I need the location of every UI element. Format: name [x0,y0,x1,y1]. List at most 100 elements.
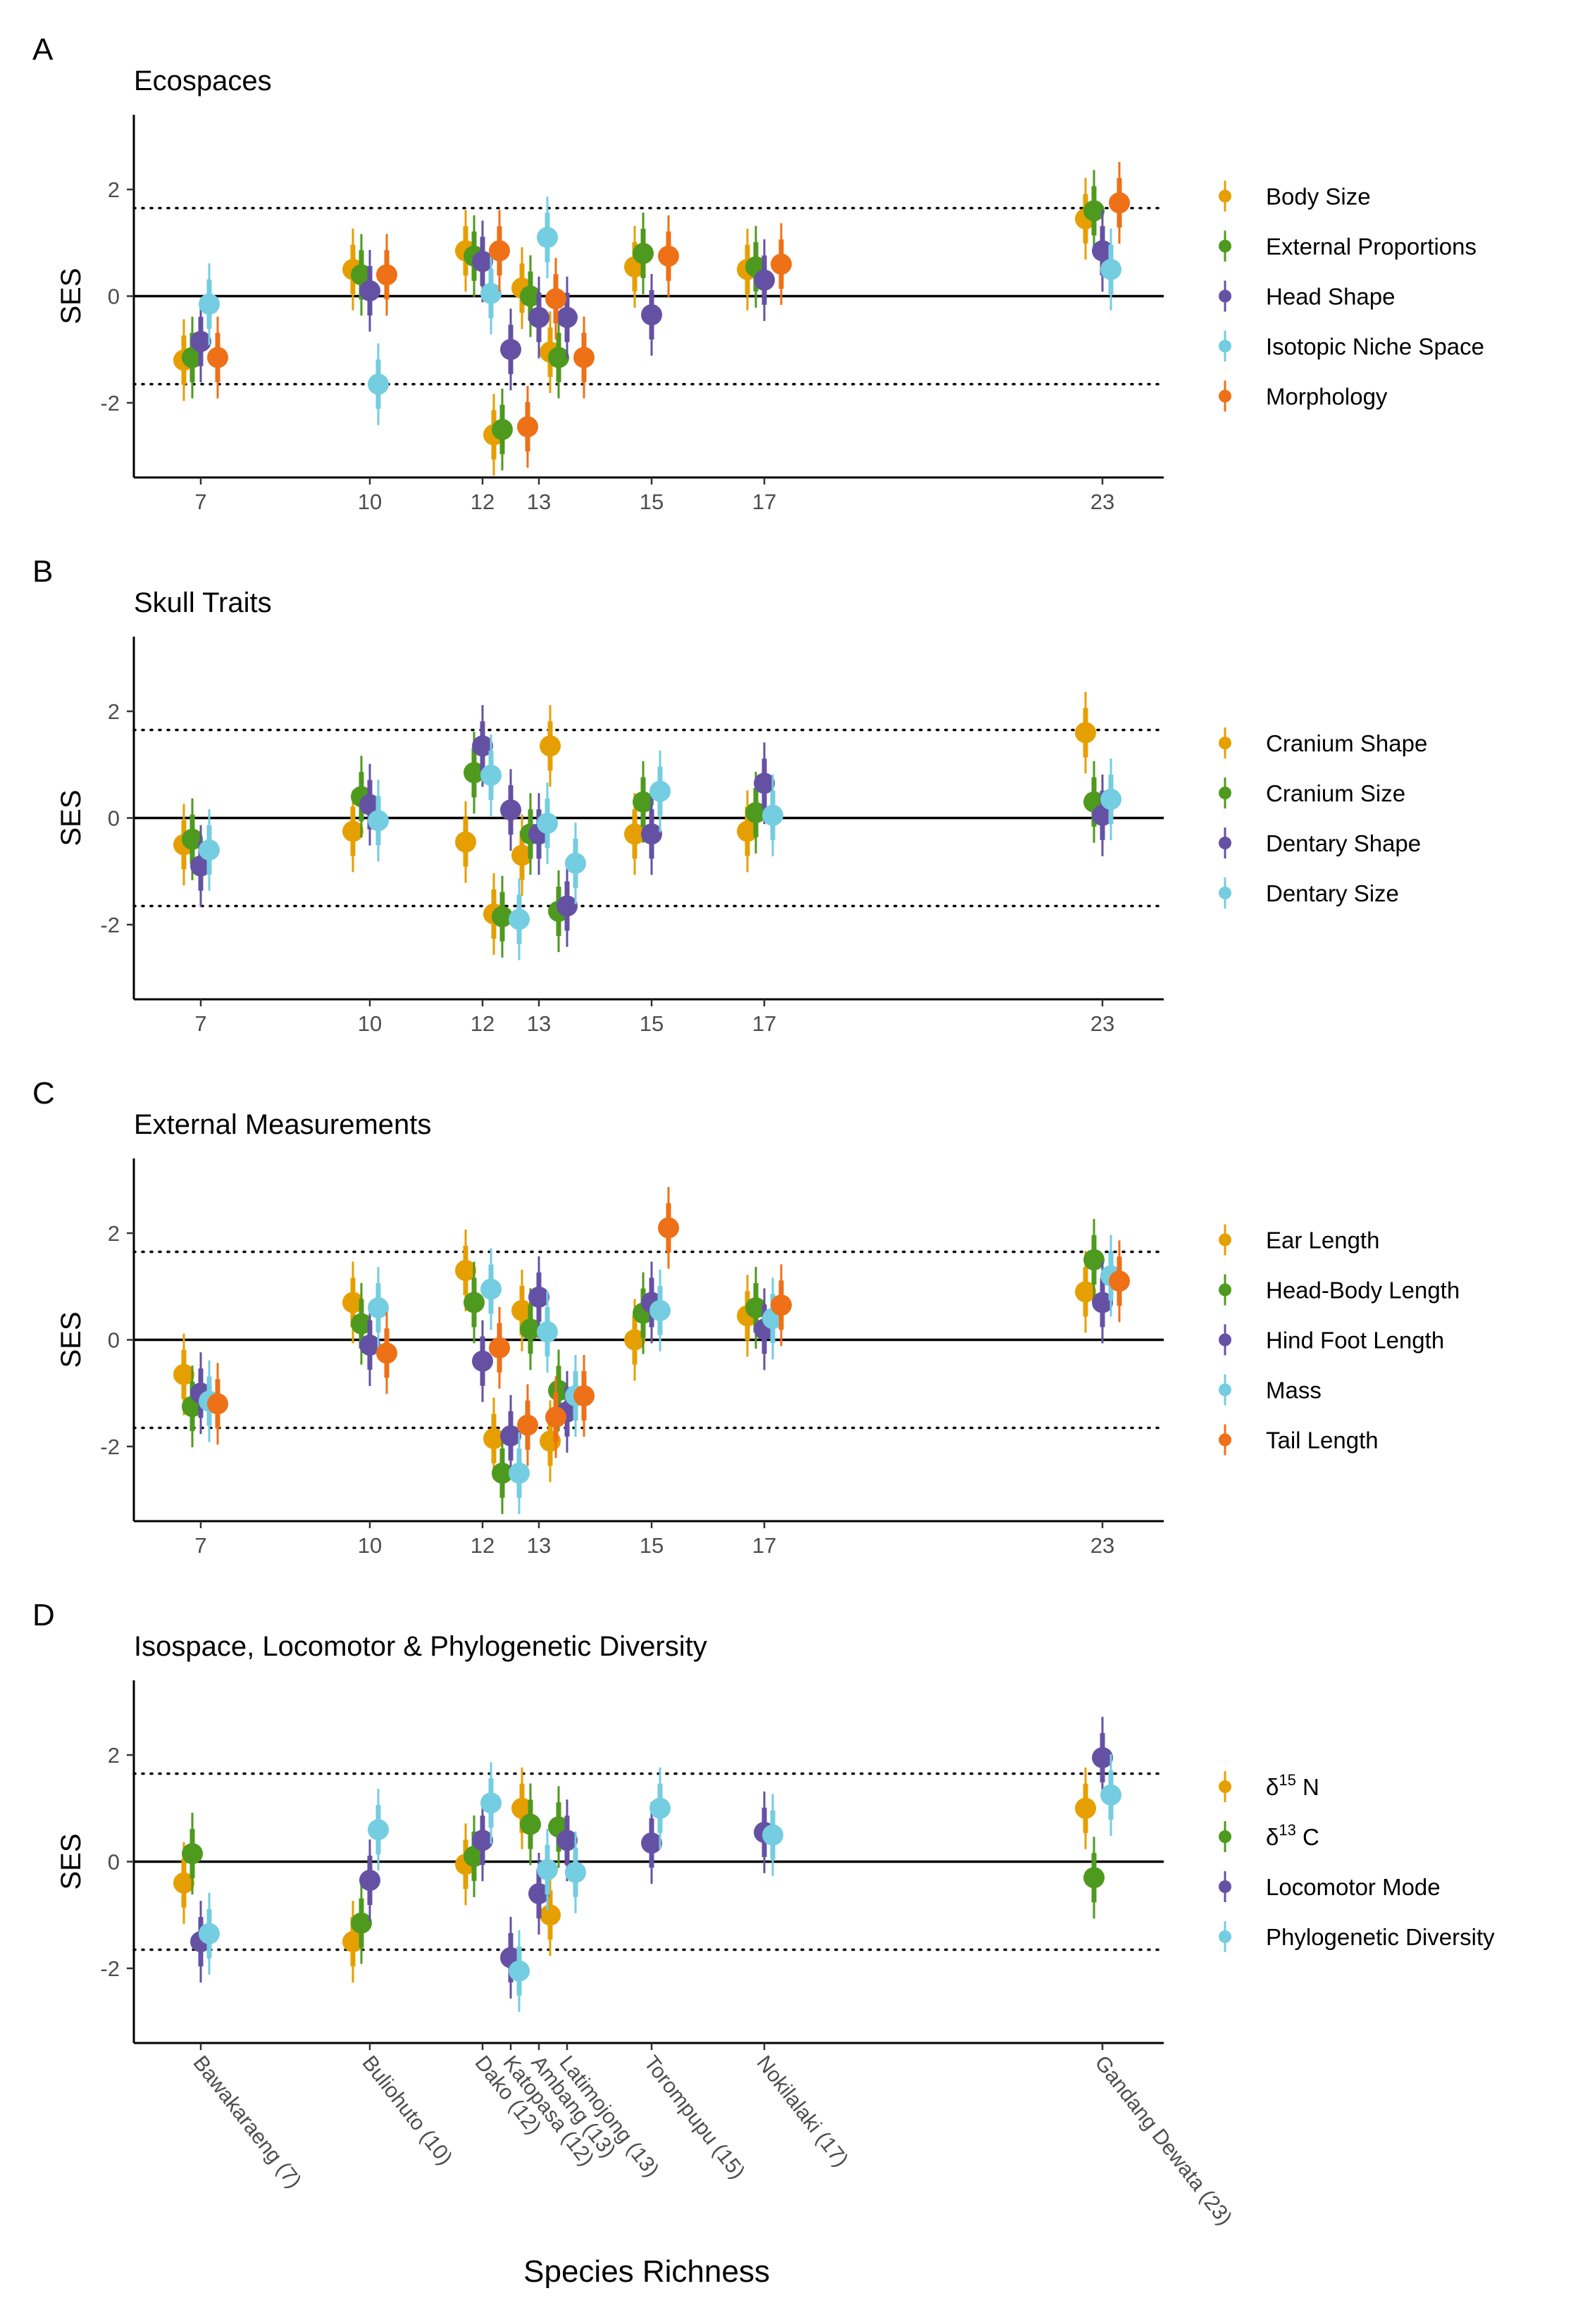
point-marker [624,1329,645,1351]
point-marker [500,1425,521,1447]
data-point [480,1248,502,1330]
point-marker [649,1797,671,1819]
y-tick-label: -2 [100,1956,120,1981]
point-marker [182,828,203,850]
legend: Body Size External Proportions Head Shape I… [1219,180,1484,412]
data-point [537,1828,558,1911]
series-locomotor-mode [190,1716,1113,1999]
legend-label: Morphology [1266,384,1388,410]
point-marker [762,1824,783,1846]
point-marker [472,1350,493,1372]
point-marker [641,1832,662,1854]
point-marker [489,1337,510,1358]
panel-title: Ecospaces [134,65,272,96]
legend-item: Dentary Size [1219,877,1399,908]
point-marker [342,1292,363,1313]
point-marker [368,1297,389,1319]
series-mass [199,1235,1121,1514]
series-head-body-length [182,1218,1105,1514]
series-dentary-shape [190,705,1113,947]
point-marker [190,330,211,352]
panel-title: Skull Traits [134,587,272,618]
point-marker [199,293,220,315]
data-point [509,1930,530,2012]
data-point [359,1839,380,1922]
point-marker [500,339,521,361]
data-point [472,1320,493,1402]
data-point [545,1376,566,1458]
point-marker [368,1819,389,1841]
data-point [745,1267,766,1349]
data-point [641,793,662,875]
x-tick-label: 12 [471,1011,495,1036]
data-point [520,1783,541,1866]
point-marker [1109,192,1130,213]
y-tick-label: -2 [100,391,120,416]
data-point [771,1264,792,1347]
site-label: Nokilalaki (17) [752,2051,852,2171]
data-point [557,276,578,358]
point-marker [633,791,654,813]
data-point [376,234,397,316]
data-point [528,1256,549,1338]
data-point [565,822,586,904]
x-tick-label: 23 [1090,1533,1114,1558]
point-marker [1092,804,1113,826]
legend-key-dot [1219,1780,1231,1793]
panel-letter: D [32,1598,55,1632]
point-marker [376,264,397,286]
point-marker [511,844,533,866]
data-point [624,793,645,875]
point-marker [342,1931,363,1953]
series-head-shape [190,210,1113,391]
data-point [771,223,792,306]
data-point [472,1799,493,1882]
legend-key-dot [1219,289,1231,303]
y-axis-label: SES [56,268,87,324]
y-axis-label: SES [56,789,87,846]
point-marker [455,831,476,853]
data-point [182,1813,203,1895]
y-tick-label: -2 [100,1435,120,1459]
data-point [545,258,566,340]
point-marker [351,264,372,286]
series-15-n [173,1767,1096,1983]
x-tick-label: 17 [752,1533,776,1558]
point-marker [528,306,549,328]
point-marker [509,1462,530,1484]
point-marker [480,1278,502,1300]
data-point [762,1794,783,1876]
data-point [548,316,569,399]
data-point [557,1799,578,1882]
data-point [762,774,783,856]
legend-label: Cranium Shape [1266,730,1427,756]
legend-item: Head Shape [1219,280,1395,312]
point-marker [500,799,521,821]
x-tick-label: 23 [1090,1011,1114,1036]
data-point [1092,210,1113,292]
series-ear-length [173,1230,1096,1482]
data-point [489,210,510,292]
legend-label: Mass [1266,1377,1322,1404]
legend-label: Dentary Size [1266,880,1399,906]
data-point [492,1432,513,1514]
x-tick-label: 23 [1090,489,1114,514]
data-point [190,1352,211,1435]
point-marker [1092,1292,1113,1313]
data-point [641,274,662,356]
data-point [517,386,538,468]
legend-key-dot [1219,1880,1231,1893]
point-marker [565,1861,586,1883]
series-tail-length [207,1187,1130,1466]
point-marker [492,906,513,927]
point-marker [455,1260,476,1282]
point-marker [483,1427,504,1449]
legend: Ear Length Head-Body Length Hind Foot Leng… [1219,1224,1460,1456]
point-marker [359,794,380,816]
data-point [509,878,530,961]
data-point [368,343,389,425]
panel-letter: B [32,554,53,589]
data-point [509,1432,530,1514]
legend-item: Tail Length [1219,1424,1379,1456]
point-marker [641,823,662,845]
